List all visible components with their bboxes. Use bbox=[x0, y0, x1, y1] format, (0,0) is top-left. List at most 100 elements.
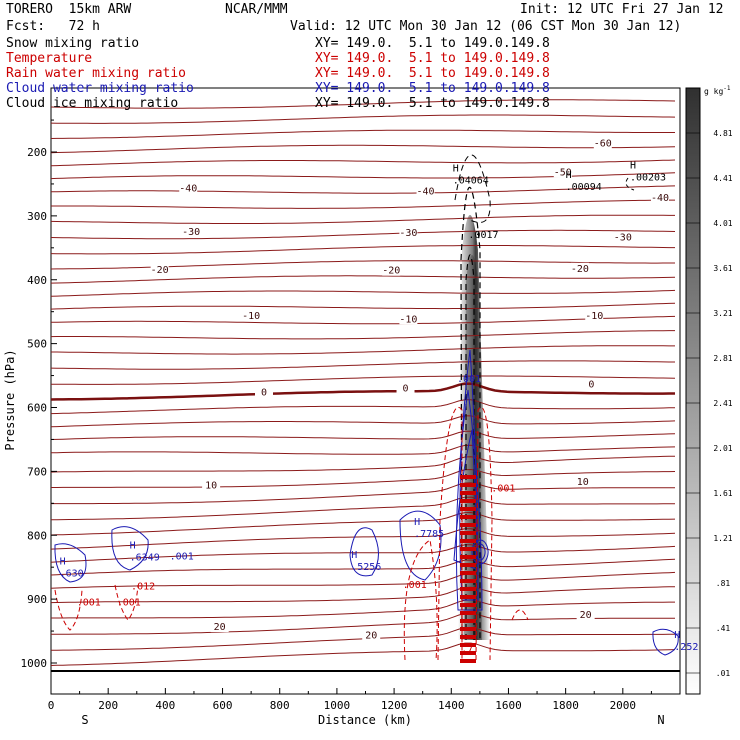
isotherm-label: 10 bbox=[205, 480, 217, 491]
isotherm-line bbox=[50, 245, 675, 255]
isotherm-line bbox=[50, 229, 676, 240]
isotherm-label: -40 bbox=[179, 183, 197, 194]
extrema-mark: H bbox=[130, 541, 136, 552]
x-axis: 0 200 400 600 800 1000 1200 1400 1600 1800 2000 bbox=[48, 688, 652, 712]
rain-core-mark bbox=[460, 659, 476, 663]
rain-core-mark bbox=[460, 619, 476, 623]
isotherm-label-bg bbox=[182, 225, 201, 237]
isotherm-label-bg bbox=[399, 227, 418, 239]
isotherm-label-bg bbox=[593, 137, 612, 149]
cloud-ice-contour bbox=[460, 186, 481, 641]
isotherm-label: -60 bbox=[594, 139, 612, 150]
isotherm-label: 0 bbox=[261, 388, 267, 399]
y-tick-label: 500 bbox=[27, 338, 47, 351]
rain-core-mark bbox=[460, 603, 476, 607]
extrema-value: .00203 bbox=[630, 173, 666, 184]
colorbar-level-label: 4.01 bbox=[713, 219, 732, 228]
isotherm-label-bg bbox=[650, 191, 669, 203]
extrema-mark: H bbox=[630, 161, 636, 172]
isotherm-label-bg bbox=[210, 621, 229, 633]
field-rain-coords: XY= 149.0. 5.1 to 149.0.149.8 bbox=[315, 66, 550, 81]
isotherm-label-bg bbox=[613, 231, 632, 243]
cloud-ice-contours bbox=[454, 154, 635, 641]
extrema-value: .00094 bbox=[566, 182, 602, 193]
colorbar: .01 .41 .81 1.21 1.61 2.01 2.41 2.81 3.21 3.61 4.0… bbox=[685, 85, 733, 695]
x-tick-label: 2000 bbox=[610, 699, 637, 712]
isotherm-label: -30 bbox=[182, 227, 200, 238]
colorbar-level-label: 4.81 bbox=[713, 129, 732, 138]
colorbar-level-label: 3.61 bbox=[713, 264, 732, 273]
isotherm-label-bg bbox=[242, 310, 261, 322]
field-temperature-coords: XY= 149.0. 5.1 to 149.0.149.8 bbox=[315, 51, 550, 66]
field-cloudwater-coords: XY= 149.0. 5.1 to 149.0.149.8 bbox=[315, 81, 550, 96]
zero-isotherm bbox=[50, 382, 675, 401]
isotherm-label-bg bbox=[202, 479, 221, 491]
field-cloudwater-name: Cloud water mixing ratio bbox=[6, 81, 194, 96]
isotherm-line bbox=[50, 511, 676, 536]
rain-core-mark bbox=[460, 571, 476, 575]
isotherm-labels: -60 -50 -40 -40 -40 -30 -30 -30 -20 -20 -20 -10 -10 -… bbox=[151, 137, 669, 641]
y-tick-label: 700 bbox=[27, 465, 47, 478]
rain-core-mark bbox=[460, 563, 476, 567]
cloud-water-contour bbox=[54, 543, 87, 583]
rain-core-mark bbox=[460, 643, 476, 647]
isotherm-line bbox=[51, 468, 676, 488]
colorbar-level-label: 2.41 bbox=[713, 399, 732, 408]
isotherm-label: -40 bbox=[651, 193, 669, 204]
extrema-value: .001 bbox=[170, 551, 194, 562]
south-label: S bbox=[81, 713, 88, 727]
rain-water-contour bbox=[437, 407, 463, 661]
isotherm-label: -50 bbox=[554, 167, 572, 178]
extrema-value: .6349 bbox=[130, 553, 160, 564]
isotherm-line bbox=[50, 586, 676, 604]
rain-core-mark bbox=[460, 515, 476, 519]
colorbar-level-label: .01 bbox=[716, 669, 731, 678]
rain-core-mark bbox=[460, 595, 476, 599]
isotherm-label: -40 bbox=[417, 187, 435, 198]
isotherm-line bbox=[51, 345, 675, 355]
extrema-value: .630 bbox=[60, 569, 84, 580]
valid-time: Valid: 12 UTC Mon 30 Jan 12 (06 CST Mon … bbox=[290, 19, 682, 34]
colorbar-level-label: 2.01 bbox=[713, 444, 732, 453]
init-time: Init: 12 UTC Fri 27 Jan 12 bbox=[520, 2, 724, 17]
x-tick-label: 1800 bbox=[552, 699, 579, 712]
isotherm-label: 20 bbox=[214, 622, 226, 633]
forecast-hour: Fcst: 72 h bbox=[6, 19, 100, 34]
isotherm-label: 0 bbox=[588, 379, 594, 390]
field-cloudice-name: Cloud ice mixing ratio bbox=[6, 96, 179, 111]
isotherm-label: 20 bbox=[580, 610, 592, 621]
field-temperature-name: Temperature bbox=[6, 51, 93, 66]
field-snow-coords: XY= 149.0. 5.1 to 149.0.149.8 bbox=[315, 36, 550, 51]
x-tick-label: 200 bbox=[98, 699, 118, 712]
isotherm-label: 10 bbox=[577, 477, 589, 488]
y-axis-title: Pressure (hPa) bbox=[3, 349, 17, 450]
isotherm-label-bg bbox=[416, 185, 435, 197]
y-tick-label: 300 bbox=[27, 210, 47, 223]
rain-core-mark bbox=[460, 547, 476, 551]
x-tick-label: 1400 bbox=[438, 699, 465, 712]
cloud-ice-contour bbox=[625, 177, 635, 191]
isotherm-line bbox=[51, 375, 676, 385]
isotherm-line bbox=[50, 159, 676, 167]
isotherm-line bbox=[50, 114, 676, 124]
rain-core-mark bbox=[460, 635, 476, 639]
x-tick-label: 600 bbox=[213, 699, 233, 712]
isotherm-label: -20 bbox=[382, 266, 400, 277]
isotherm-label-bg bbox=[576, 609, 595, 621]
extrema-value: .7785 bbox=[414, 529, 444, 540]
isotherm-line bbox=[50, 544, 676, 563]
extrema-value: .001 bbox=[457, 374, 481, 385]
isotherm-line bbox=[50, 430, 676, 440]
isotherm-line bbox=[50, 455, 676, 473]
isotherm-line bbox=[50, 185, 676, 194]
isotherm-line bbox=[50, 360, 675, 370]
isotherm-line bbox=[50, 99, 676, 109]
extrema-value: .001 bbox=[77, 597, 101, 608]
isotherm-label: 20 bbox=[365, 630, 377, 641]
extrema-value: .001 bbox=[491, 484, 515, 495]
isotherm-line bbox=[50, 315, 676, 325]
cloud-water-contour bbox=[111, 526, 149, 571]
rain-core-mark bbox=[460, 531, 476, 535]
x-tick-label: 0 bbox=[48, 699, 55, 712]
rain-core-mark bbox=[460, 523, 476, 527]
